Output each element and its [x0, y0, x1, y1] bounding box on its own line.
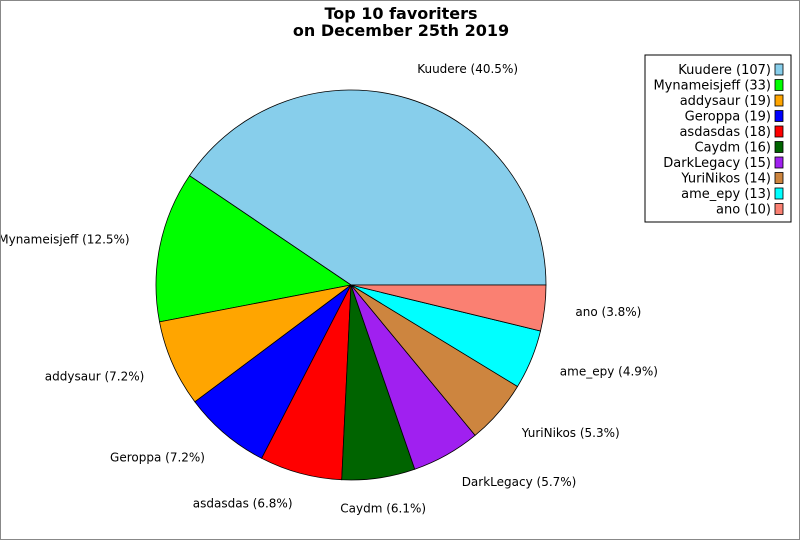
legend: Kuudere (107)Mynameisjeff (33)addysaur (…	[644, 54, 792, 223]
legend-box	[644, 54, 792, 223]
legend-entry-caydm: Caydm (16)	[695, 141, 771, 156]
legend-swatch-caydm	[774, 141, 784, 153]
pie-slices	[155, 89, 547, 481]
pie-labels: Kuudere (40.5%) Mynameisjeff (12.5%) addys…	[1, 62, 658, 516]
chart-subtitle: on December 25th 2019	[293, 21, 509, 40]
pie-slice-mynameisjeff	[155, 175, 353, 323]
pie-label-ano: ano (3.8%)	[575, 305, 641, 319]
pie-label-kuudere: Kuudere (40.5%)	[417, 62, 518, 76]
pie-label-mynameisjeff: Mynameisjeff (12.5%)	[1, 233, 130, 247]
legend-entry-ame-epy: ame_epy (13)	[681, 187, 771, 202]
legend-entry-darklegacy: DarkLegacy (15)	[663, 156, 771, 171]
legend-swatch-ano	[774, 203, 784, 215]
chart-title: Top 10 favoriters	[324, 4, 477, 23]
legend-swatch-darklegacy	[774, 156, 784, 169]
pie-label-darklegacy: DarkLegacy (5.7%)	[462, 475, 577, 489]
legend-entry-addysaur: addysaur (19)	[680, 94, 771, 109]
legend-swatch-addysaur	[774, 94, 784, 107]
legend-swatch-ame-epy	[774, 187, 784, 200]
legend-entry-ano: ano (10)	[716, 203, 771, 218]
legend-entry-mynameisjeff: Mynameisjeff (33)	[653, 79, 771, 94]
legend-entry-geroppa: Geroppa (19)	[685, 110, 771, 125]
legend-swatch-mynameisjeff	[774, 79, 784, 91]
legend-swatch-asdasdas	[774, 125, 784, 138]
legend-swatch-kuudere	[774, 63, 784, 76]
legend-swatch-yurinikos	[774, 172, 784, 184]
pie-label-geroppa: Geroppa (7.2%)	[110, 451, 205, 465]
pie-slice-kuudere	[188, 89, 547, 286]
legend-entry-kuudere: Kuudere (107)	[678, 63, 771, 78]
legend-entry-asdasdas: asdasdas (18)	[679, 125, 771, 140]
pie-label-yurinikos: YuriNikos (5.3%)	[521, 426, 620, 440]
pie-label-ame-epy: ame_epy (4.9%)	[560, 365, 658, 379]
pie-slice-ano	[350, 284, 547, 332]
pie-label-caydm: Caydm (6.1%)	[340, 502, 426, 516]
legend-swatch-geroppa	[774, 110, 784, 122]
pie-label-addysaur: addysaur (7.2%)	[45, 369, 145, 383]
pie-label-asdasdas: asdasdas (6.8%)	[193, 496, 293, 510]
legend-entry-yurinikos: YuriNikos (14)	[680, 172, 771, 187]
